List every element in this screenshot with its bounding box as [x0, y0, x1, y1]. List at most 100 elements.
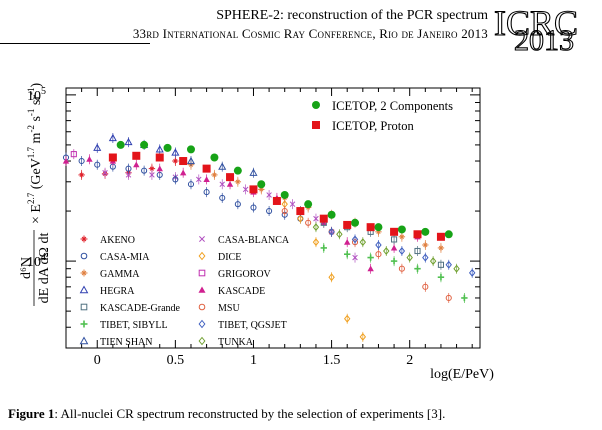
x-tick-label: 1 — [250, 353, 257, 368]
ylabel-unit-sr: sr — [29, 95, 44, 109]
ylabel-exp4: -1 — [26, 109, 36, 117]
data-point — [140, 140, 149, 149]
data-point — [422, 241, 429, 249]
data-point — [257, 180, 266, 189]
data-point — [312, 238, 320, 247]
data-point — [461, 294, 468, 302]
data-point — [219, 181, 225, 187]
data-point — [186, 145, 195, 154]
data-point — [210, 153, 219, 162]
data-point — [156, 165, 163, 172]
data-point — [328, 273, 335, 282]
data-point — [436, 232, 445, 241]
caption-text: : All-nuclei CR spectrum reconstructed b… — [54, 406, 446, 421]
legend-label: TIBET, QGSJET — [218, 320, 287, 331]
legend-marker — [198, 269, 206, 277]
legend-label: TIBET, SIBYLL — [100, 320, 168, 331]
data-point — [202, 164, 211, 173]
data-point — [398, 233, 406, 241]
data-point — [125, 165, 132, 172]
icrc-logo: ICRC 2013 — [493, 2, 578, 52]
legend-label: CASA-MIA — [100, 252, 150, 263]
data-point — [414, 247, 421, 255]
legend-label: TIEN SHAN — [100, 337, 153, 348]
data-point — [367, 254, 374, 261]
data-point — [196, 176, 202, 183]
data-point — [344, 238, 351, 245]
data-point — [328, 227, 335, 236]
data-point — [304, 200, 313, 209]
ylabel-unit-s: s — [29, 116, 44, 125]
legend-marker — [312, 101, 320, 109]
legend-marker — [80, 303, 88, 311]
data-point — [383, 247, 390, 256]
data-point — [359, 332, 367, 341]
data-point — [374, 223, 383, 232]
legend-label: GRIGOROV — [218, 269, 272, 280]
data-point — [359, 238, 367, 247]
ylabel-numerator: d⁶N — [19, 257, 34, 279]
y-tick-label: 105 — [27, 86, 46, 104]
legend-label: DICE — [218, 252, 241, 263]
data-point — [398, 265, 405, 272]
data-point — [155, 153, 164, 162]
legend-label: MSU — [218, 303, 240, 314]
caption-label: Figure 1 — [8, 406, 55, 421]
data-point — [108, 153, 117, 162]
data-point — [437, 261, 445, 268]
data-point — [233, 166, 242, 175]
data-point — [163, 143, 172, 152]
data-point — [297, 214, 304, 223]
data-point — [234, 178, 242, 185]
data-point — [234, 201, 241, 208]
data-point — [141, 167, 148, 174]
data-point — [116, 140, 125, 149]
x-tick-label: 2 — [406, 353, 413, 368]
data-point — [172, 176, 179, 183]
legend-marker — [80, 235, 88, 243]
legend-label: ICETOP, 2 Components — [332, 99, 453, 113]
data-point — [171, 148, 180, 156]
data-point — [406, 253, 413, 262]
data-point — [421, 227, 430, 236]
header-rule — [0, 43, 150, 44]
data-point — [250, 204, 257, 211]
data-point — [70, 151, 77, 158]
data-point — [468, 268, 476, 277]
data-point — [390, 257, 398, 265]
legend-label: HEGRA — [100, 286, 135, 297]
x-tick-label: 0 — [94, 353, 101, 368]
data-point — [108, 133, 117, 142]
ylabel-rest: × E2.7 (GeV1.7 m-2 s-1 sr-1) — [26, 82, 44, 224]
legend-label: GAMMA — [100, 269, 140, 280]
data-point — [132, 151, 141, 160]
data-point — [398, 247, 406, 256]
data-point — [242, 186, 249, 193]
data-point — [367, 265, 374, 272]
data-point — [219, 194, 226, 201]
data-point — [281, 207, 288, 215]
legend-marker — [80, 320, 88, 328]
legend-marker — [198, 319, 206, 329]
data-point — [266, 207, 273, 215]
legend-marker — [79, 285, 89, 294]
ylabel-unit-close: ) — [29, 82, 44, 87]
legend-marker — [199, 236, 205, 242]
data-point — [344, 251, 351, 258]
header-conference: 33rd International Cosmic Ray Conference… — [132, 26, 488, 41]
x-tick-label: 0.5 — [167, 353, 185, 368]
data-point — [172, 157, 179, 165]
legend-marker — [198, 251, 206, 261]
logo-text-icrc: ICRC — [494, 3, 578, 43]
data-point — [133, 161, 140, 168]
header-title: SPHERE-2: reconstruction of the PCR spec… — [216, 8, 488, 23]
data-point — [272, 196, 281, 205]
data-point — [226, 173, 235, 182]
legend-marker — [198, 286, 206, 293]
legend-marker — [80, 252, 88, 260]
data-point — [445, 294, 452, 302]
data-point — [336, 230, 343, 239]
ylabel-times: × E — [29, 204, 44, 224]
y-axis-label: d⁶N dE dA dΩ dt × E2.7 (GeV1.7 m-2 s-1 s… — [19, 82, 52, 306]
data-point — [226, 181, 234, 187]
